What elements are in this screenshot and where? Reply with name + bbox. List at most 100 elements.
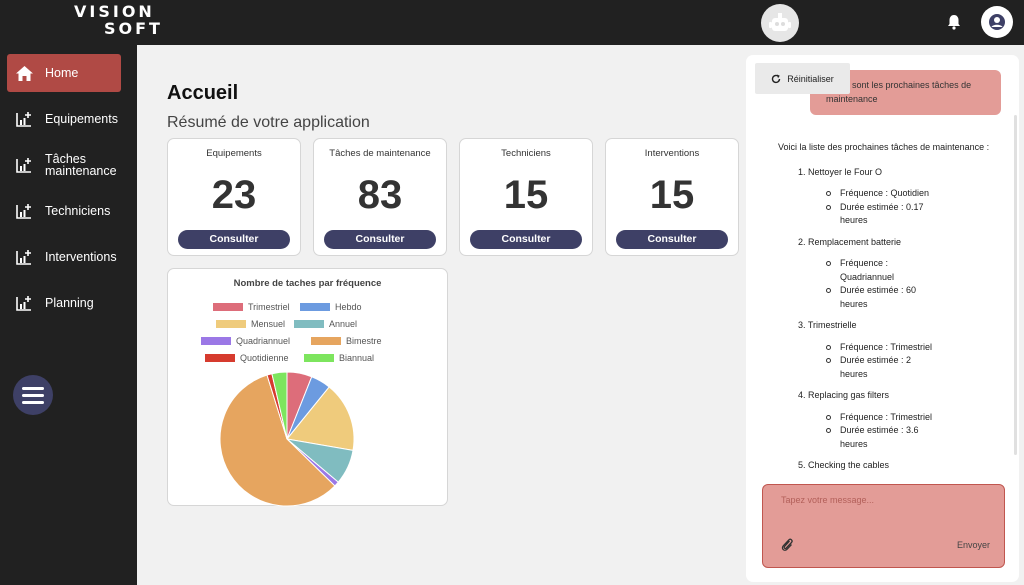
account-button[interactable] [981,6,1013,38]
task-detail: Durée estimée : 0.17 heures [820,201,935,228]
legend-swatch [294,320,324,328]
legend-item[interactable]: Annuel [294,319,357,329]
sidebar-item-label: Home [45,66,79,80]
sidebar-item-label: Equipements [45,112,118,126]
pie-slice-mensuel[interactable] [286,386,355,451]
legend-swatch [201,337,231,345]
task-item: 2. Remplacement batterie [798,236,902,247]
consulter-button[interactable]: Consulter [324,230,436,249]
card-value: 23 [211,173,257,217]
pie-slice-biannual[interactable] [271,371,288,440]
hamburger-menu-button[interactable] [13,375,53,415]
page-title: Accueil [167,82,239,104]
chat-panel: Quels sont les prochaines tâches de main… [746,55,1019,582]
sidebar-item-label: Tâches maintenance [45,152,117,178]
sidebar-item-interventions[interactable]: Interventions [7,238,121,276]
logo-line-1: VISION [74,2,155,21]
pie-chart [219,371,355,507]
chart-add-icon [15,156,33,174]
legend-swatch [300,303,330,311]
paperclip-icon[interactable] [780,537,794,553]
reset-label: Réinitialiser [787,73,834,84]
legend-label: Trimestriel [248,302,290,312]
legend-swatch [213,303,243,311]
task-detail: Durée estimée : 2 heures [820,354,935,381]
sidebar-item-label: Techniciens [45,204,111,218]
frequency-pie-chart-card: Nombre de taches par fréquence Trimestri… [167,268,448,507]
legend-item[interactable]: Trimestriel [213,302,290,312]
app-logo[interactable]: VISION SOFT [74,3,164,41]
reset-button[interactable]: Réinitialiser [755,63,850,94]
chart-add-icon [15,110,33,128]
card-title: Tâches de maintenance [329,148,431,159]
legend-label: Quotidienne [240,353,289,363]
send-button[interactable]: Envoyer [956,540,990,550]
hamburger-icon [22,386,44,390]
task-details: Fréquence : Quadriannuel Durée estimée :… [820,257,1003,311]
task-detail: Durée estimée : 3.6 heures [820,424,935,451]
chart-add-icon [15,294,33,312]
chart-add-icon [15,202,33,220]
sidebar-item-home[interactable]: Home [7,54,121,92]
task-details: Fréquence : Trimestriel Durée estimée : … [820,341,1003,382]
sidebar-item-label: Interventions [45,250,117,264]
stat-card-taches: Tâches de maintenance 83 Consulter [313,138,447,256]
page-subtitle: Résumé de votre application [167,114,370,131]
consulter-button[interactable]: Consulter [178,230,290,249]
sidebar-item-planning[interactable]: Planning [7,284,121,322]
legend-item[interactable]: Quadriannuel [201,336,290,346]
legend-item[interactable]: Hebdo [300,302,362,312]
card-title: Techniciens [501,148,551,159]
stat-card-interventions: Interventions 15 Consulter [605,138,739,256]
legend-item[interactable]: Biannual [304,353,374,363]
bot-message: Voici la liste des prochaines tâches de … [778,141,1003,473]
legend-label: Mensuel [251,319,286,329]
legend-swatch [216,320,246,328]
top-bar: VISION SOFT [0,0,1024,45]
task-detail: Fréquence : Trimestriel [820,341,935,355]
stat-card-equipements: Equipements 23 Consulter [167,138,301,256]
card-title: Interventions [644,148,700,159]
card-value: 83 [357,173,403,217]
hamburger-icon [22,393,44,397]
chart-title: Nombre de taches par fréquence [233,278,382,289]
legend-label: Quadriannuel [236,336,291,346]
task-detail: Durée estimée : 60 heures [820,284,935,311]
logo-line-2: SOFT [104,19,163,38]
legend-swatch [205,354,235,362]
sidebar-item-techniciens[interactable]: Techniciens [7,192,121,230]
message-placeholder: Tapez votre message... [781,495,875,505]
bot-intro: Voici la liste des prochaines tâches de … [778,142,990,152]
chat-scrollbar[interactable] [1014,115,1017,455]
consulter-button[interactable]: Consulter [616,230,728,249]
legend-swatch [311,337,341,345]
task-item: 4. Replacing gas filters [798,390,890,400]
legend-label: Annuel [329,319,358,329]
chart-add-icon [15,248,33,266]
legend-item[interactable]: Bimestre [311,336,382,346]
card-title: Equipements [206,148,262,159]
hamburger-icon [22,400,44,404]
consulter-button[interactable]: Consulter [470,230,582,249]
refresh-icon [772,74,781,83]
task-detail: Fréquence : Quadriannuel [820,257,935,284]
robot-assistant-button[interactable] [761,4,799,42]
task-item: 3. Trimestrielle [798,320,857,330]
bell-icon[interactable] [945,13,963,31]
legend-item[interactable]: Mensuel [216,319,285,329]
sidebar: Home Equipements Tâches maintenance Tech… [0,45,137,585]
task-detail: Fréquence : Quotidien [820,187,935,201]
card-value: 15 [503,173,549,217]
sidebar-item-equipements[interactable]: Equipements [7,100,121,138]
card-value: 15 [649,173,695,217]
task-details: Fréquence : Quotidien Durée estimée : 0.… [820,187,1003,228]
task-details: Fréquence : Trimestriel Durée estimée : … [820,411,1003,452]
sidebar-item-taches-maintenance[interactable]: Tâches maintenance [7,146,121,184]
stat-card-techniciens: Techniciens 15 Consulter [459,138,593,256]
legend-label: Biannual [339,353,375,363]
legend-item[interactable]: Quotidienne [205,353,289,363]
legend-swatch [304,354,334,362]
robot-icon [769,13,791,31]
message-input[interactable]: Tapez votre message... Envoyer [762,484,1005,568]
pie-slice-bimestre[interactable] [219,374,336,507]
